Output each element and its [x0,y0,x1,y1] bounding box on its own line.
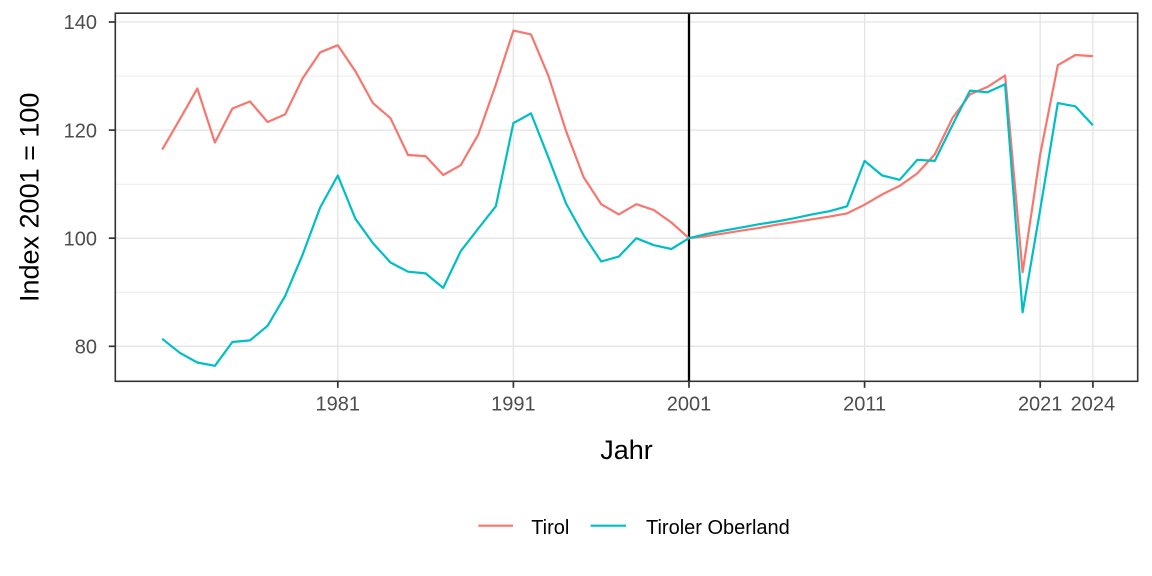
svg-text:100: 100 [64,228,97,250]
svg-text:1981: 1981 [316,394,361,416]
svg-text:1991: 1991 [491,394,536,416]
svg-text:Index 2001 = 100: Index 2001 = 100 [15,93,45,302]
svg-text:Tirol: Tirol [531,517,569,539]
svg-text:Tiroler Oberland: Tiroler Oberland [646,517,790,539]
svg-text:2001: 2001 [667,394,712,416]
svg-text:2021: 2021 [1018,394,1063,416]
svg-text:Jahr: Jahr [600,435,653,465]
svg-text:2011: 2011 [843,394,886,416]
svg-text:2024: 2024 [1071,394,1116,416]
svg-text:120: 120 [64,120,97,142]
svg-text:80: 80 [75,337,97,359]
svg-text:140: 140 [64,12,97,34]
